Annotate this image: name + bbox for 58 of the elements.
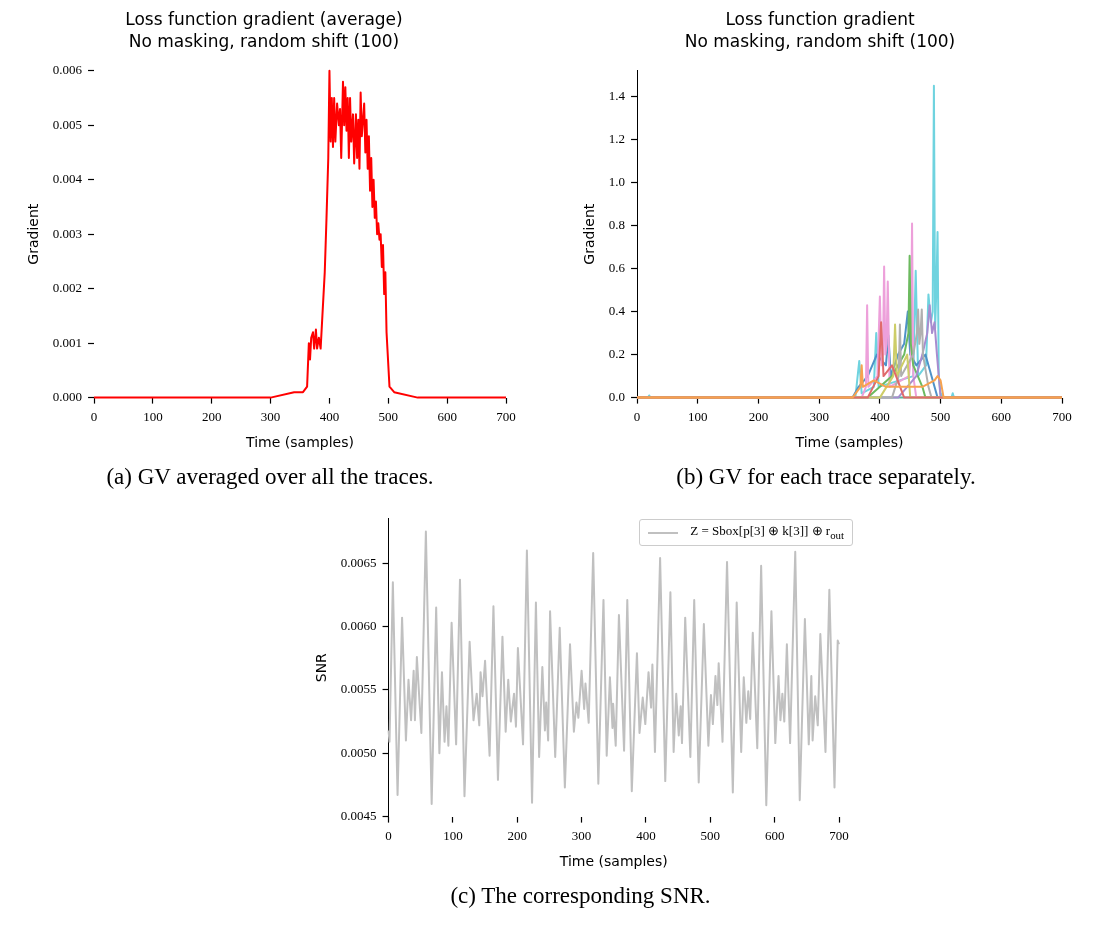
y-tick-label: 0.0055 (340, 681, 377, 697)
legend-label: Z = Sbox[p[3] ⊕ k[3]] ⊕ r$_{out}$ (690, 521, 844, 543)
y-tick-label: 0.005 (52, 116, 83, 132)
y-tick-label: 1.4 (608, 88, 626, 104)
x-tick-label: 400 (319, 408, 340, 424)
x-tick-label: 600 (764, 827, 785, 843)
text: (a) GV averaged over all the traces. (105, 464, 435, 490)
x-tick-label: 0 (90, 408, 98, 424)
y-tick-label: 0.0045 (340, 808, 377, 824)
x-axis-title: Time (samples) (558, 853, 668, 870)
x-tick-label: 400 (870, 408, 890, 424)
y-tick-label: 0.004 (52, 171, 83, 187)
y-tick-label: 1.0 (608, 174, 626, 190)
x-tick-label: 600 (437, 408, 457, 424)
chart-title: Loss function gradient (average) (125, 8, 403, 29)
x-tick-label: 100 (143, 408, 163, 424)
y-tick-label: 0.002 (52, 280, 83, 296)
x-tick-label: 700 (829, 827, 849, 843)
y-tick-label: 0.2 (608, 346, 626, 362)
x-tick-label: 500 (378, 408, 399, 424)
chart-subtitle: No masking, random shift (100) (128, 31, 400, 52)
y-tick-label: 0.6 (608, 260, 626, 276)
chart-title: Loss function gradient (725, 8, 915, 29)
x-tick-label: 500 (700, 827, 721, 843)
y-tick-label: 0.0 (608, 389, 626, 405)
x-axis-title: Time (samples) (794, 434, 904, 451)
x-tick-label: 400 (636, 827, 656, 843)
y-tick-label: 0.4 (608, 303, 626, 319)
x-tick-label: 100 (688, 408, 708, 424)
y-tick-label: 0.0050 (340, 744, 377, 760)
x-tick-label: 0 (633, 408, 641, 424)
x-axis-title: Time (samples) (245, 434, 354, 451)
y-tick-label: 0.000 (52, 389, 83, 405)
y-tick-label: 0.006 (52, 62, 83, 78)
y-axis-title: Gradient (25, 203, 42, 265)
x-tick-label: 200 (748, 408, 769, 424)
y-tick-label: 0.001 (52, 334, 83, 350)
chart-subtitle: No masking, random shift (100) (684, 31, 956, 52)
y-axis-title: SNR (313, 652, 330, 683)
text: (b) GV for each trace separately. (675, 464, 977, 490)
x-tick-label: 300 (809, 408, 829, 424)
x-tick-label: 700 (496, 408, 516, 424)
x-tick-label: 700 (1052, 408, 1072, 424)
x-tick-label: 0 (385, 827, 392, 843)
y-axis-title: Gradient (581, 203, 598, 265)
y-tick-label: 0.0065 (340, 554, 377, 570)
x-tick-label: 200 (202, 408, 222, 424)
x-tick-label: 300 (571, 827, 592, 843)
x-tick-label: 600 (991, 408, 1012, 424)
y-tick-label: 0.003 (52, 225, 83, 241)
text: (c) The corresponding SNR. (449, 883, 712, 909)
x-tick-label: 200 (507, 827, 527, 843)
y-tick-label: 0.8 (608, 217, 626, 233)
x-tick-label: 300 (260, 408, 281, 424)
y-tick-label: 1.2 (608, 131, 626, 147)
x-tick-label: 100 (443, 827, 463, 843)
y-tick-label: 0.0060 (340, 617, 377, 633)
x-tick-label: 500 (930, 408, 951, 424)
